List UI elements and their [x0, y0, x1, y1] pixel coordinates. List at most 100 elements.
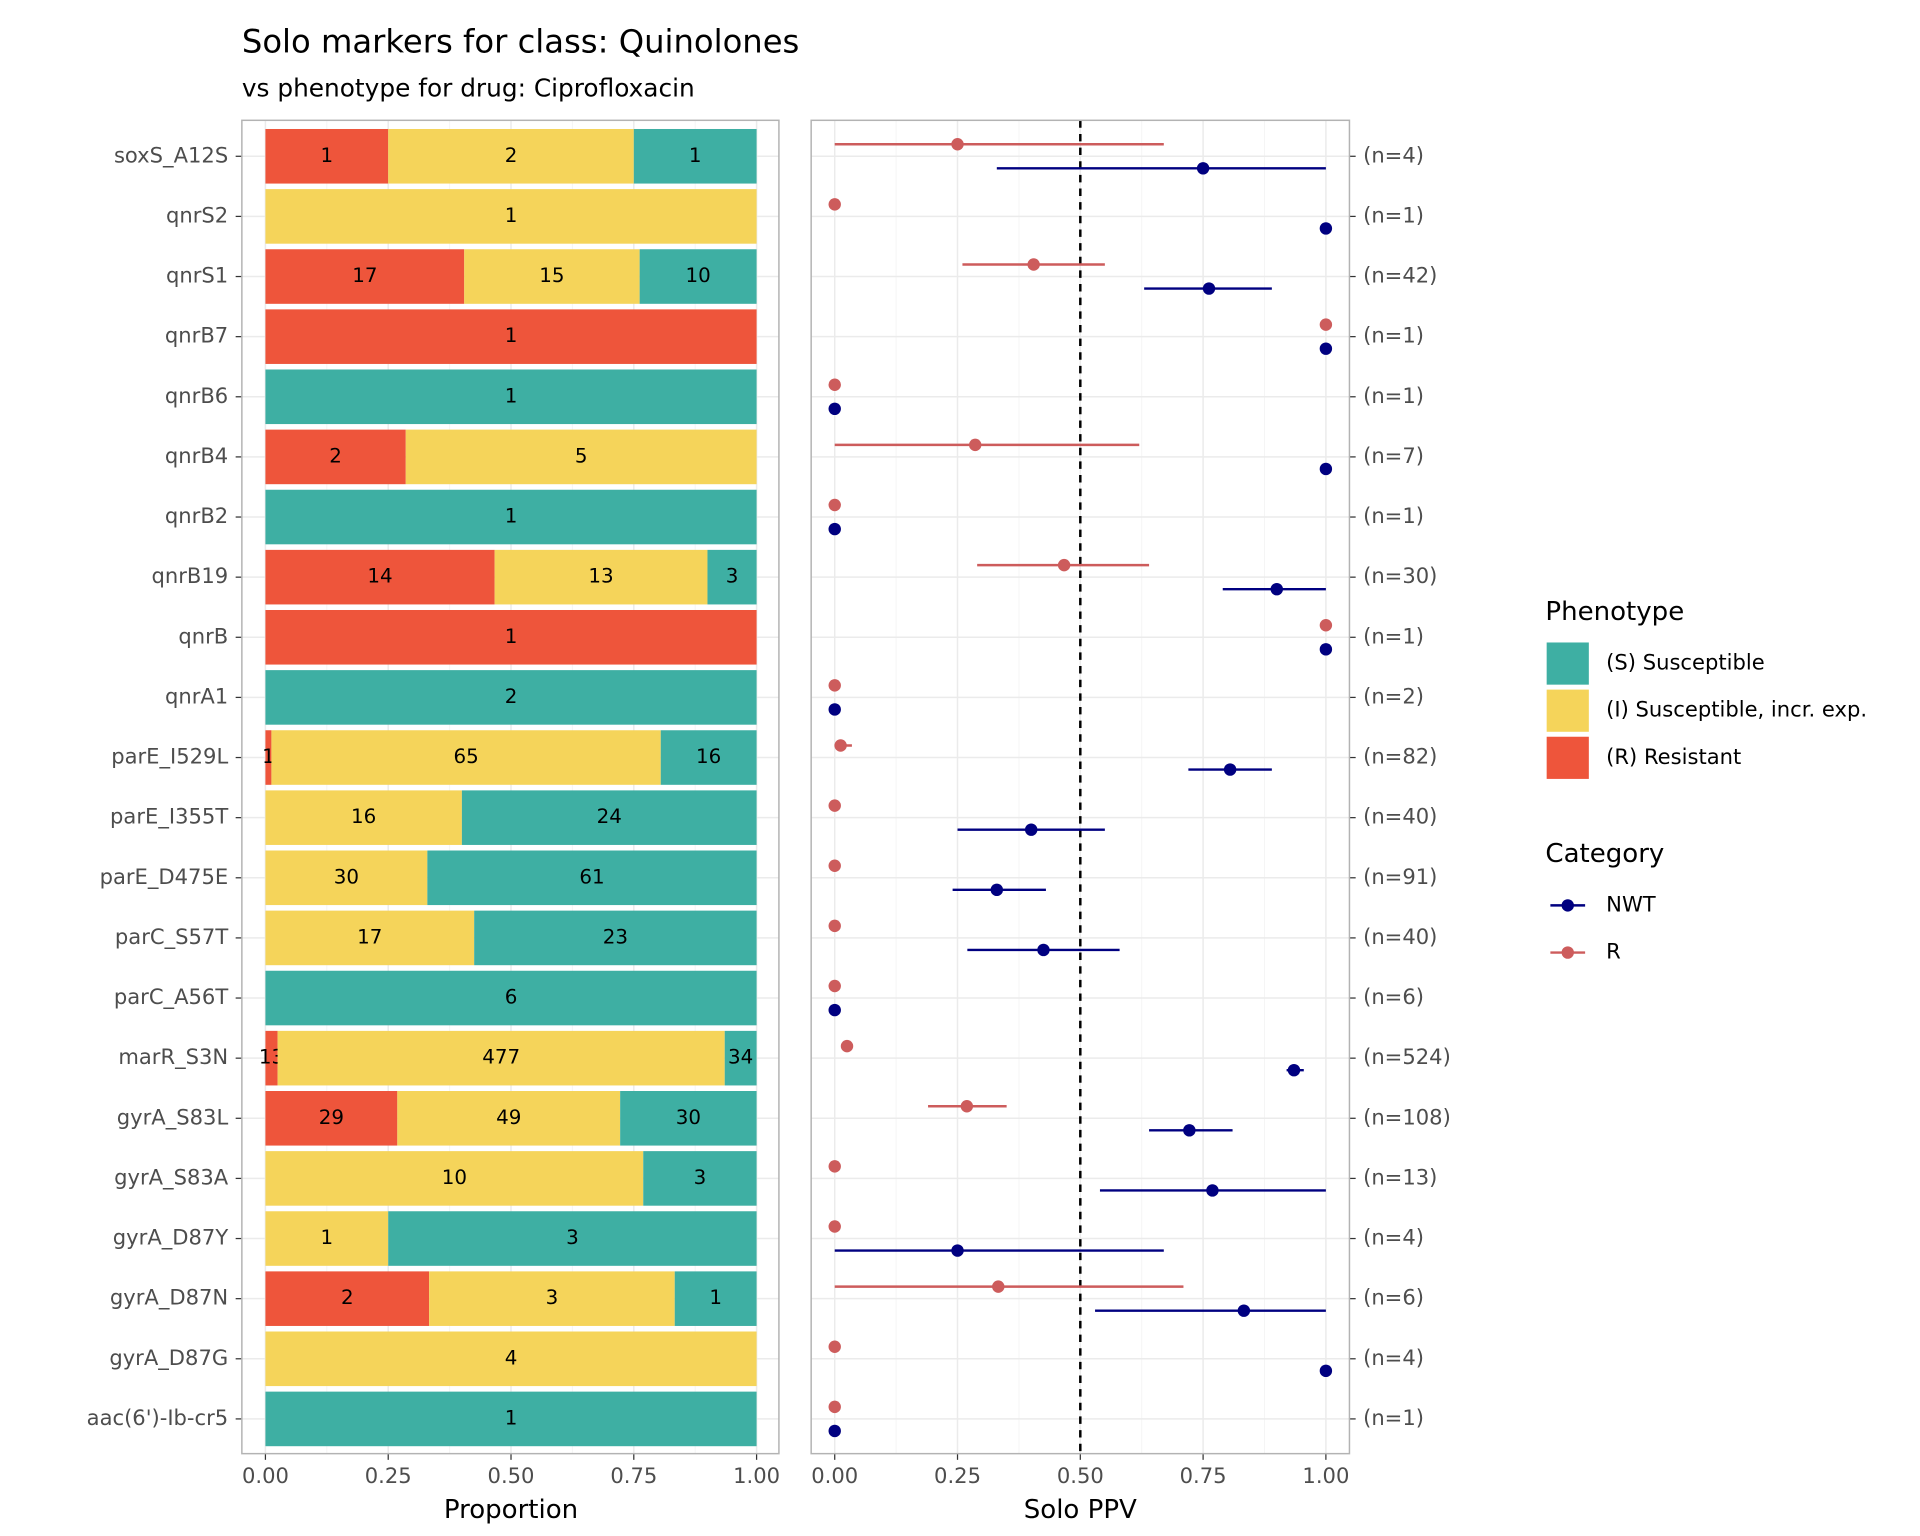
y2-tick-label: (n=6)	[1363, 984, 1424, 1009]
y-tick-label: gyrA_S83L	[117, 1104, 229, 1130]
chart-title: Solo markers for class: Quinolones	[242, 22, 800, 60]
y2-tick-label: (n=108)	[1363, 1104, 1451, 1129]
bar-label: 6	[505, 986, 518, 1009]
y2-tick-label: (n=1)	[1363, 503, 1424, 528]
bar-segment	[277, 1030, 725, 1086]
point	[828, 979, 841, 993]
bar-label: 10	[442, 1166, 467, 1189]
y-tick-label: qnrS1	[166, 263, 228, 288]
bar-label: 30	[676, 1106, 701, 1129]
point	[828, 1003, 841, 1017]
y2-tick-label: (n=6)	[1363, 1285, 1424, 1310]
y-tick-label: qnrS2	[166, 202, 228, 227]
bar-label: 2	[341, 1286, 354, 1309]
point	[1183, 1124, 1196, 1137]
y-tick-label: parE_I529L	[111, 744, 228, 770]
bar-label: 1	[505, 324, 518, 347]
point	[1057, 558, 1071, 572]
bar-segment	[265, 128, 389, 184]
bar-segment	[724, 1030, 757, 1086]
bar-segment	[639, 249, 757, 304]
y-tick-label: parC_A56T	[114, 984, 228, 1010]
bar-segment	[397, 1091, 621, 1146]
x-tick-label: 1.00	[1302, 1463, 1349, 1488]
bar-label: 2	[329, 444, 342, 467]
point	[1027, 258, 1040, 271]
bar-segment	[464, 249, 640, 304]
y2-tick-label: (n=13)	[1363, 1164, 1437, 1189]
point	[992, 1280, 1005, 1293]
bar-label: 17	[357, 925, 382, 948]
bar-segment	[265, 549, 495, 605]
y-tick-label: parE_I355T	[110, 804, 228, 830]
bar-label: 1	[505, 625, 518, 648]
bar-label: 1	[505, 384, 518, 407]
point	[834, 739, 847, 752]
legend-label: (I) Susceptible, incr. exp.	[1606, 697, 1867, 722]
y2-tick-label: (n=42)	[1363, 263, 1437, 288]
legend-label: NWT	[1606, 891, 1656, 916]
bar-segment	[265, 1271, 430, 1326]
point	[968, 438, 982, 452]
bar-segment	[405, 429, 757, 485]
point	[1237, 1304, 1251, 1317]
point	[828, 378, 841, 391]
bar-label: 24	[597, 805, 622, 828]
point	[840, 1039, 854, 1053]
y2-tick-label: (n=1)	[1363, 623, 1424, 648]
bar-label: 23	[603, 925, 628, 948]
point	[1196, 162, 1210, 175]
bar-segment	[388, 1211, 757, 1266]
y-tick-label: qnrB19	[152, 563, 229, 588]
y-tick-label: qnrB2	[165, 503, 228, 528]
point	[828, 1160, 841, 1173]
y2-tick-label: (n=1)	[1363, 1405, 1424, 1430]
point	[1202, 282, 1216, 295]
bar-segment	[474, 910, 757, 966]
x-tick-label: 0.00	[811, 1463, 858, 1488]
y2-tick-label: (n=7)	[1363, 443, 1424, 468]
legend-label: R	[1606, 939, 1621, 964]
point	[1319, 222, 1333, 235]
bar-label: 1	[321, 144, 334, 167]
bar-label: 16	[351, 805, 376, 828]
bar-label: 15	[539, 264, 564, 287]
point	[951, 1244, 964, 1257]
point	[1319, 619, 1333, 632]
point	[1037, 943, 1050, 957]
bar-segment	[265, 1211, 389, 1266]
point	[828, 1340, 841, 1353]
bar-segment	[494, 549, 708, 605]
bar-segment	[265, 910, 475, 966]
bar-label: 14	[367, 565, 392, 588]
y2-tick-label: (n=1)	[1363, 202, 1424, 227]
point	[828, 1220, 841, 1233]
bar-label: 13	[588, 565, 613, 588]
bar-segment	[265, 189, 757, 244]
bar-label: 5	[575, 444, 588, 467]
bar-label: 34	[728, 1046, 753, 1069]
bar-segment	[388, 128, 634, 184]
bar-segment	[265, 1331, 757, 1387]
point	[960, 1100, 974, 1113]
legend-swatch	[1546, 642, 1589, 685]
bar-label: 61	[579, 865, 604, 888]
x-tick-label: 0.50	[1057, 1463, 1104, 1488]
bar-label: 1	[505, 1406, 518, 1429]
y2-tick-label: (n=82)	[1363, 744, 1437, 769]
point	[1319, 643, 1333, 656]
legend-swatch	[1546, 689, 1589, 732]
y2-tick-label: (n=1)	[1363, 323, 1424, 348]
bar-segment	[265, 1151, 644, 1206]
bar-label: 49	[496, 1106, 521, 1129]
legend-label: (R) Resistant	[1606, 744, 1741, 769]
bar-segment	[265, 429, 406, 485]
bar-segment	[265, 1391, 757, 1447]
bar-segment	[643, 1151, 757, 1206]
panel-border	[810, 119, 1351, 1455]
bar-segment	[429, 1271, 675, 1326]
x-tick-label: 0.00	[242, 1463, 289, 1488]
point	[828, 198, 841, 211]
bar-label: 65	[453, 745, 478, 768]
bar-label: 16	[696, 745, 721, 768]
